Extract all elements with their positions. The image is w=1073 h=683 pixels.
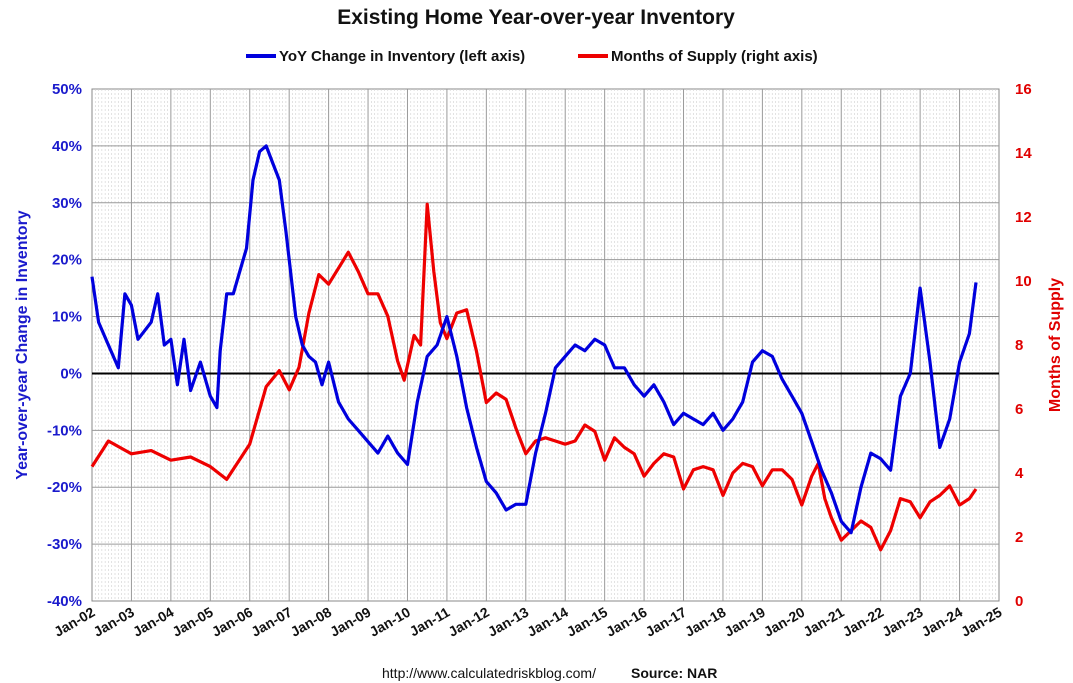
x-tick-label: Jan-06 [209, 604, 256, 640]
right-tick-label: 12 [1015, 209, 1032, 226]
legend: YoY Change in Inventory (left axis) Mont… [246, 48, 818, 65]
x-tick-label: Jan-22 [840, 604, 887, 640]
x-tick-label: Jan-14 [524, 604, 571, 640]
left-tick-label: -30% [47, 536, 82, 553]
x-tick-label: Jan-16 [603, 604, 650, 640]
x-tick-label: Jan-13 [485, 604, 532, 640]
right-axis-ticks: 16 14 12 10 8 6 4 2 0 [1015, 81, 1032, 610]
left-axis-ticks: 50% 40% 30% 20% 10% 0% -10% -20% -30% -40% [47, 81, 82, 610]
x-tick-label: Jan-18 [682, 604, 729, 640]
left-tick-label: 50% [52, 81, 82, 98]
x-tick-label: Jan-11 [407, 604, 453, 640]
left-tick-label: 20% [52, 252, 82, 269]
left-tick-label: 0% [60, 365, 82, 382]
right-tick-label: 14 [1015, 145, 1032, 162]
right-tick-label: 0 [1015, 593, 1023, 610]
left-tick-label: 10% [52, 309, 82, 326]
left-axis-label: Year-over-year Change in Inventory [14, 210, 31, 480]
x-tick-label: Jan-10 [367, 604, 414, 640]
series-line-months-of-supply [90, 202, 978, 552]
left-tick-label: -10% [47, 422, 82, 439]
x-tick-label: Jan-23 [879, 604, 926, 640]
x-tick-label: Jan-20 [761, 604, 808, 640]
x-tick-label: Jan-24 [919, 604, 966, 640]
right-tick-label: 6 [1015, 401, 1023, 418]
right-tick-label: 8 [1015, 337, 1023, 354]
x-tick-label: Jan-05 [169, 604, 216, 640]
x-tick-label: Jan-04 [130, 604, 177, 640]
legend-label-supply: Months of Supply (right axis) [611, 48, 818, 65]
right-tick-label: 16 [1015, 81, 1032, 98]
left-tick-label: 30% [52, 195, 82, 212]
right-axis-label: Months of Supply [1047, 278, 1064, 412]
x-tick-label: Jan-08 [288, 604, 335, 640]
footer-source: Source: NAR [631, 665, 717, 681]
x-tick-label: Jan-17 [643, 604, 690, 640]
right-tick-label: 2 [1015, 529, 1023, 546]
x-tick-label: Jan-07 [248, 604, 295, 640]
x-tick-label: Jan-15 [564, 604, 611, 640]
right-tick-label: 4 [1015, 465, 1024, 482]
left-tick-label: -20% [47, 479, 82, 496]
minor-gridlines [94, 89, 997, 601]
series-line-yoy-change [90, 144, 978, 535]
x-axis-ticks: Jan-02Jan-03Jan-04Jan-05Jan-06Jan-07Jan-… [51, 604, 1005, 640]
x-tick-label: Jan-25 [958, 604, 1005, 640]
right-tick-label: 10 [1015, 273, 1032, 290]
x-tick-label: Jan-12 [445, 604, 492, 640]
chart-title: Existing Home Year-over-year Inventory [337, 6, 735, 29]
x-tick-label: Jan-19 [721, 604, 768, 640]
left-tick-label: -40% [47, 593, 82, 610]
x-tick-label: Jan-03 [91, 604, 138, 640]
legend-label-yoy: YoY Change in Inventory (left axis) [279, 48, 525, 65]
footer-url: http://www.calculatedriskblog.com/ [382, 665, 596, 681]
left-tick-label: 40% [52, 138, 82, 155]
x-tick-label: Jan-09 [327, 604, 374, 640]
x-tick-label: Jan-21 [800, 604, 847, 640]
